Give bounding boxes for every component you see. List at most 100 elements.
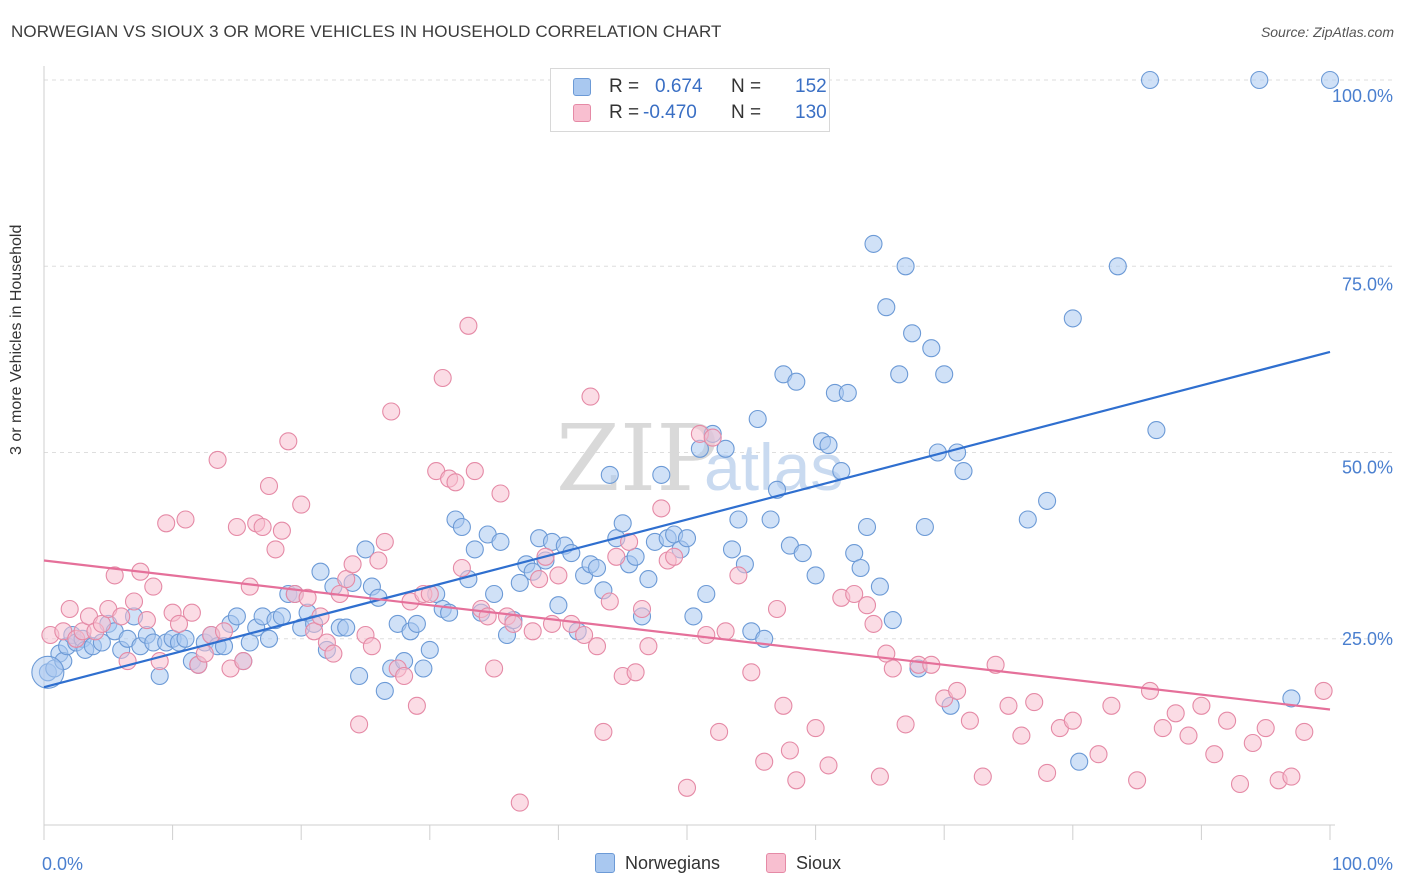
point-sioux-26 <box>214 622 234 641</box>
point-sioux-38 <box>292 495 311 514</box>
point-norwegians-121 <box>819 436 838 455</box>
point-sioux-49 <box>362 637 381 656</box>
legend-r-value: -0.470 <box>643 102 697 123</box>
point-sioux-14 <box>137 611 156 630</box>
point-norwegians-127 <box>857 517 877 537</box>
point-norwegians-61 <box>420 640 439 659</box>
legend-r-label: R = <box>609 76 640 97</box>
point-sioux-46 <box>343 555 362 574</box>
point-sioux-110 <box>857 596 877 615</box>
point-norwegians-59 <box>407 614 426 633</box>
point-sioux-129 <box>1089 745 1108 764</box>
point-sioux-72 <box>510 793 529 812</box>
point-sioux-32 <box>253 517 272 537</box>
point-norwegians-129 <box>870 577 889 596</box>
point-sioux-90 <box>652 499 671 518</box>
point-sioux-88 <box>632 599 652 619</box>
point-norwegians-132 <box>890 365 909 384</box>
point-sioux-109 <box>845 584 864 604</box>
source-label: Source: ZipAtlas.com <box>1260 24 1394 40</box>
point-sioux-131 <box>1128 771 1147 790</box>
point-sioux-139 <box>1230 774 1250 794</box>
point-sioux-105 <box>787 771 806 790</box>
point-sioux-7 <box>92 614 111 633</box>
point-norwegians-124 <box>838 383 857 402</box>
point-norwegians-93 <box>626 547 645 566</box>
point-norwegians-68 <box>465 540 484 559</box>
point-sioux-126 <box>1038 763 1057 782</box>
axes <box>43 66 1335 840</box>
point-sioux-132 <box>1140 681 1160 700</box>
point-norwegians-38 <box>272 607 291 626</box>
trend-lines <box>43 350 1331 711</box>
point-sioux-47 <box>350 715 369 734</box>
bottom-legend-label-norwegians: Norwegians <box>625 853 721 873</box>
legend-r-value: 0.674 <box>655 76 703 97</box>
point-sioux-84 <box>607 547 626 566</box>
point-sioux-103 <box>774 696 793 715</box>
point-sioux-19 <box>169 614 189 633</box>
point-sioux-73 <box>523 622 542 641</box>
point-sioux-56 <box>407 696 426 715</box>
point-sioux-96 <box>703 428 722 447</box>
point-sioux-78 <box>562 614 581 633</box>
point-norwegians-126 <box>851 558 870 578</box>
point-norwegians-106 <box>716 439 735 458</box>
trend-line-norwegians <box>43 350 1331 689</box>
point-norwegians-152 <box>1320 70 1340 90</box>
point-norwegians-81 <box>549 596 568 615</box>
point-norwegians-31 <box>227 607 246 626</box>
point-sioux-92 <box>665 547 684 566</box>
point-norwegians-75 <box>510 573 529 592</box>
point-sioux-133 <box>1153 719 1172 738</box>
point-sioux-69 <box>491 484 510 503</box>
point-sioux-100 <box>742 663 761 682</box>
point-norwegians-36 <box>259 629 279 648</box>
point-norwegians-60 <box>414 659 433 678</box>
point-sioux-93 <box>677 778 697 797</box>
point-norwegians-101 <box>677 529 697 548</box>
point-norwegians-102 <box>684 607 703 626</box>
point-sioux-35 <box>272 521 291 540</box>
point-sioux-95 <box>697 625 716 645</box>
point-norwegians-44 <box>311 562 330 581</box>
point-norwegians-133 <box>896 257 915 276</box>
point-sioux-60 <box>433 368 452 388</box>
point-sioux-40 <box>305 622 324 641</box>
point-sioux-62 <box>446 473 465 492</box>
point-sioux-51 <box>375 532 394 551</box>
point-norwegians-148 <box>1140 70 1160 90</box>
point-norwegians-139 <box>935 365 954 384</box>
point-norwegians-147 <box>1108 257 1127 276</box>
point-sioux-77 <box>549 566 568 585</box>
point-sioux-68 <box>485 659 504 678</box>
point-sioux-134 <box>1166 704 1185 723</box>
x-tick-label-min: 0.0% <box>42 854 83 874</box>
point-sioux-9 <box>105 566 124 585</box>
point-norwegians-143 <box>1018 510 1037 529</box>
y-tick-label-0: 25.0% <box>1342 629 1393 649</box>
point-sioux-50 <box>369 551 388 570</box>
point-norwegians-119 <box>806 566 825 585</box>
bottom-legend-label-sioux: Sioux <box>796 853 842 873</box>
series-sioux <box>41 316 1333 812</box>
point-sioux-137 <box>1205 745 1224 764</box>
y-tick-label-3: 100.0% <box>1332 86 1393 106</box>
point-sioux-20 <box>176 510 195 529</box>
point-sioux-136 <box>1192 696 1211 715</box>
point-sioux-140 <box>1243 733 1262 753</box>
point-norwegians-149 <box>1147 421 1166 440</box>
point-sioux-65 <box>465 462 484 481</box>
point-norwegians-151 <box>1282 689 1301 708</box>
point-norwegians-48 <box>337 618 356 637</box>
point-norwegians-108 <box>729 510 748 529</box>
point-sioux-120 <box>960 711 979 730</box>
point-sioux-79 <box>575 625 594 645</box>
point-norwegians-72 <box>491 532 510 551</box>
point-sioux-30 <box>240 577 259 596</box>
y-tick-label-1: 50.0% <box>1342 458 1393 478</box>
point-sioux-101 <box>755 752 774 771</box>
point-norwegians-144 <box>1038 491 1057 510</box>
legend-n-label: N = <box>731 102 762 123</box>
point-norwegians-134 <box>903 324 922 343</box>
